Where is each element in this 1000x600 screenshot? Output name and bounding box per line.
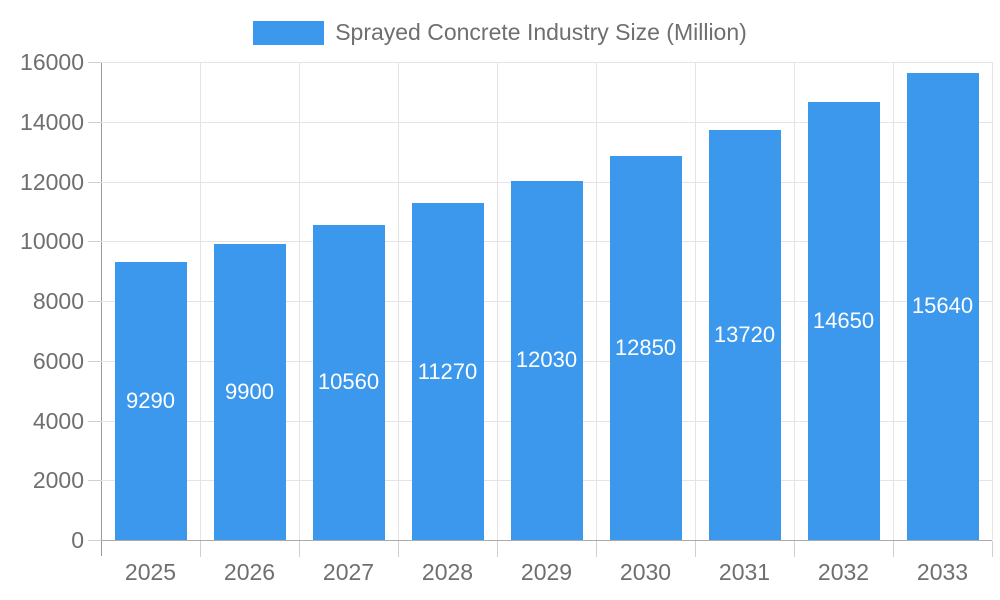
- bar-value-label: 12850: [614, 335, 677, 361]
- y-tick-label: 0: [71, 527, 84, 553]
- x-tick-label: 2030: [619, 559, 672, 585]
- y-tick-label: 8000: [32, 288, 84, 314]
- bar: [609, 156, 682, 540]
- legend: Sprayed Concrete Industry Size (Million): [0, 19, 1000, 46]
- bar: [807, 102, 880, 540]
- x-tick-label: 2029: [520, 559, 573, 585]
- x-tick: [200, 541, 201, 557]
- y-tick: [88, 122, 101, 123]
- bar-value-label: 13720: [713, 322, 776, 348]
- gridline-v: [992, 62, 993, 540]
- x-tick: [794, 541, 795, 557]
- y-tick-label: 14000: [20, 109, 84, 135]
- bar: [906, 72, 979, 540]
- y-tick: [88, 361, 101, 362]
- bar-value-label: 10560: [317, 369, 380, 395]
- x-tick: [596, 541, 597, 557]
- y-tick: [88, 62, 101, 63]
- bar: [411, 203, 484, 540]
- x-tick-label: 2027: [322, 559, 375, 585]
- x-tick-label: 2033: [916, 559, 969, 585]
- bar: [510, 180, 583, 540]
- y-tick: [88, 241, 101, 242]
- y-tick-label: 12000: [20, 169, 84, 195]
- x-tick: [695, 541, 696, 557]
- y-tick: [88, 182, 101, 183]
- bar-value-label: 9900: [225, 379, 274, 405]
- x-tick: [992, 541, 993, 557]
- bar-value-label: 9290: [126, 388, 175, 414]
- y-tick-label: 10000: [20, 228, 84, 254]
- y-tick: [88, 301, 101, 302]
- bar: [312, 224, 385, 540]
- legend-swatch: [253, 20, 325, 45]
- x-tick-label: 2025: [124, 559, 177, 585]
- gridline-h: [101, 122, 992, 123]
- x-tick: [893, 541, 894, 557]
- x-axis-line: [101, 540, 992, 541]
- y-tick-label: 6000: [32, 348, 84, 374]
- y-tick-label: 16000: [20, 49, 84, 75]
- y-tick: [88, 421, 101, 422]
- bar: [708, 130, 781, 540]
- x-tick-label: 2031: [718, 559, 771, 585]
- bar: [213, 244, 286, 540]
- x-tick: [398, 541, 399, 557]
- bar-value-label: 11270: [417, 358, 478, 384]
- gridline-h: [101, 62, 992, 63]
- bar-value-label: 12030: [515, 347, 578, 373]
- y-axis-line: [101, 62, 102, 556]
- x-tick: [497, 541, 498, 557]
- x-tick-label: 2032: [817, 559, 870, 585]
- x-tick: [299, 541, 300, 557]
- bar: [114, 262, 187, 540]
- y-tick: [88, 480, 101, 481]
- y-tick: [88, 540, 101, 541]
- y-tick-label: 4000: [32, 408, 84, 434]
- bar-value-label: 15640: [911, 293, 974, 319]
- x-tick-label: 2026: [223, 559, 276, 585]
- bar-value-label: 14650: [812, 308, 875, 334]
- y-tick-label: 2000: [32, 467, 84, 493]
- legend-label: Sprayed Concrete Industry Size (Million): [335, 19, 747, 45]
- x-tick-label: 2028: [421, 559, 474, 585]
